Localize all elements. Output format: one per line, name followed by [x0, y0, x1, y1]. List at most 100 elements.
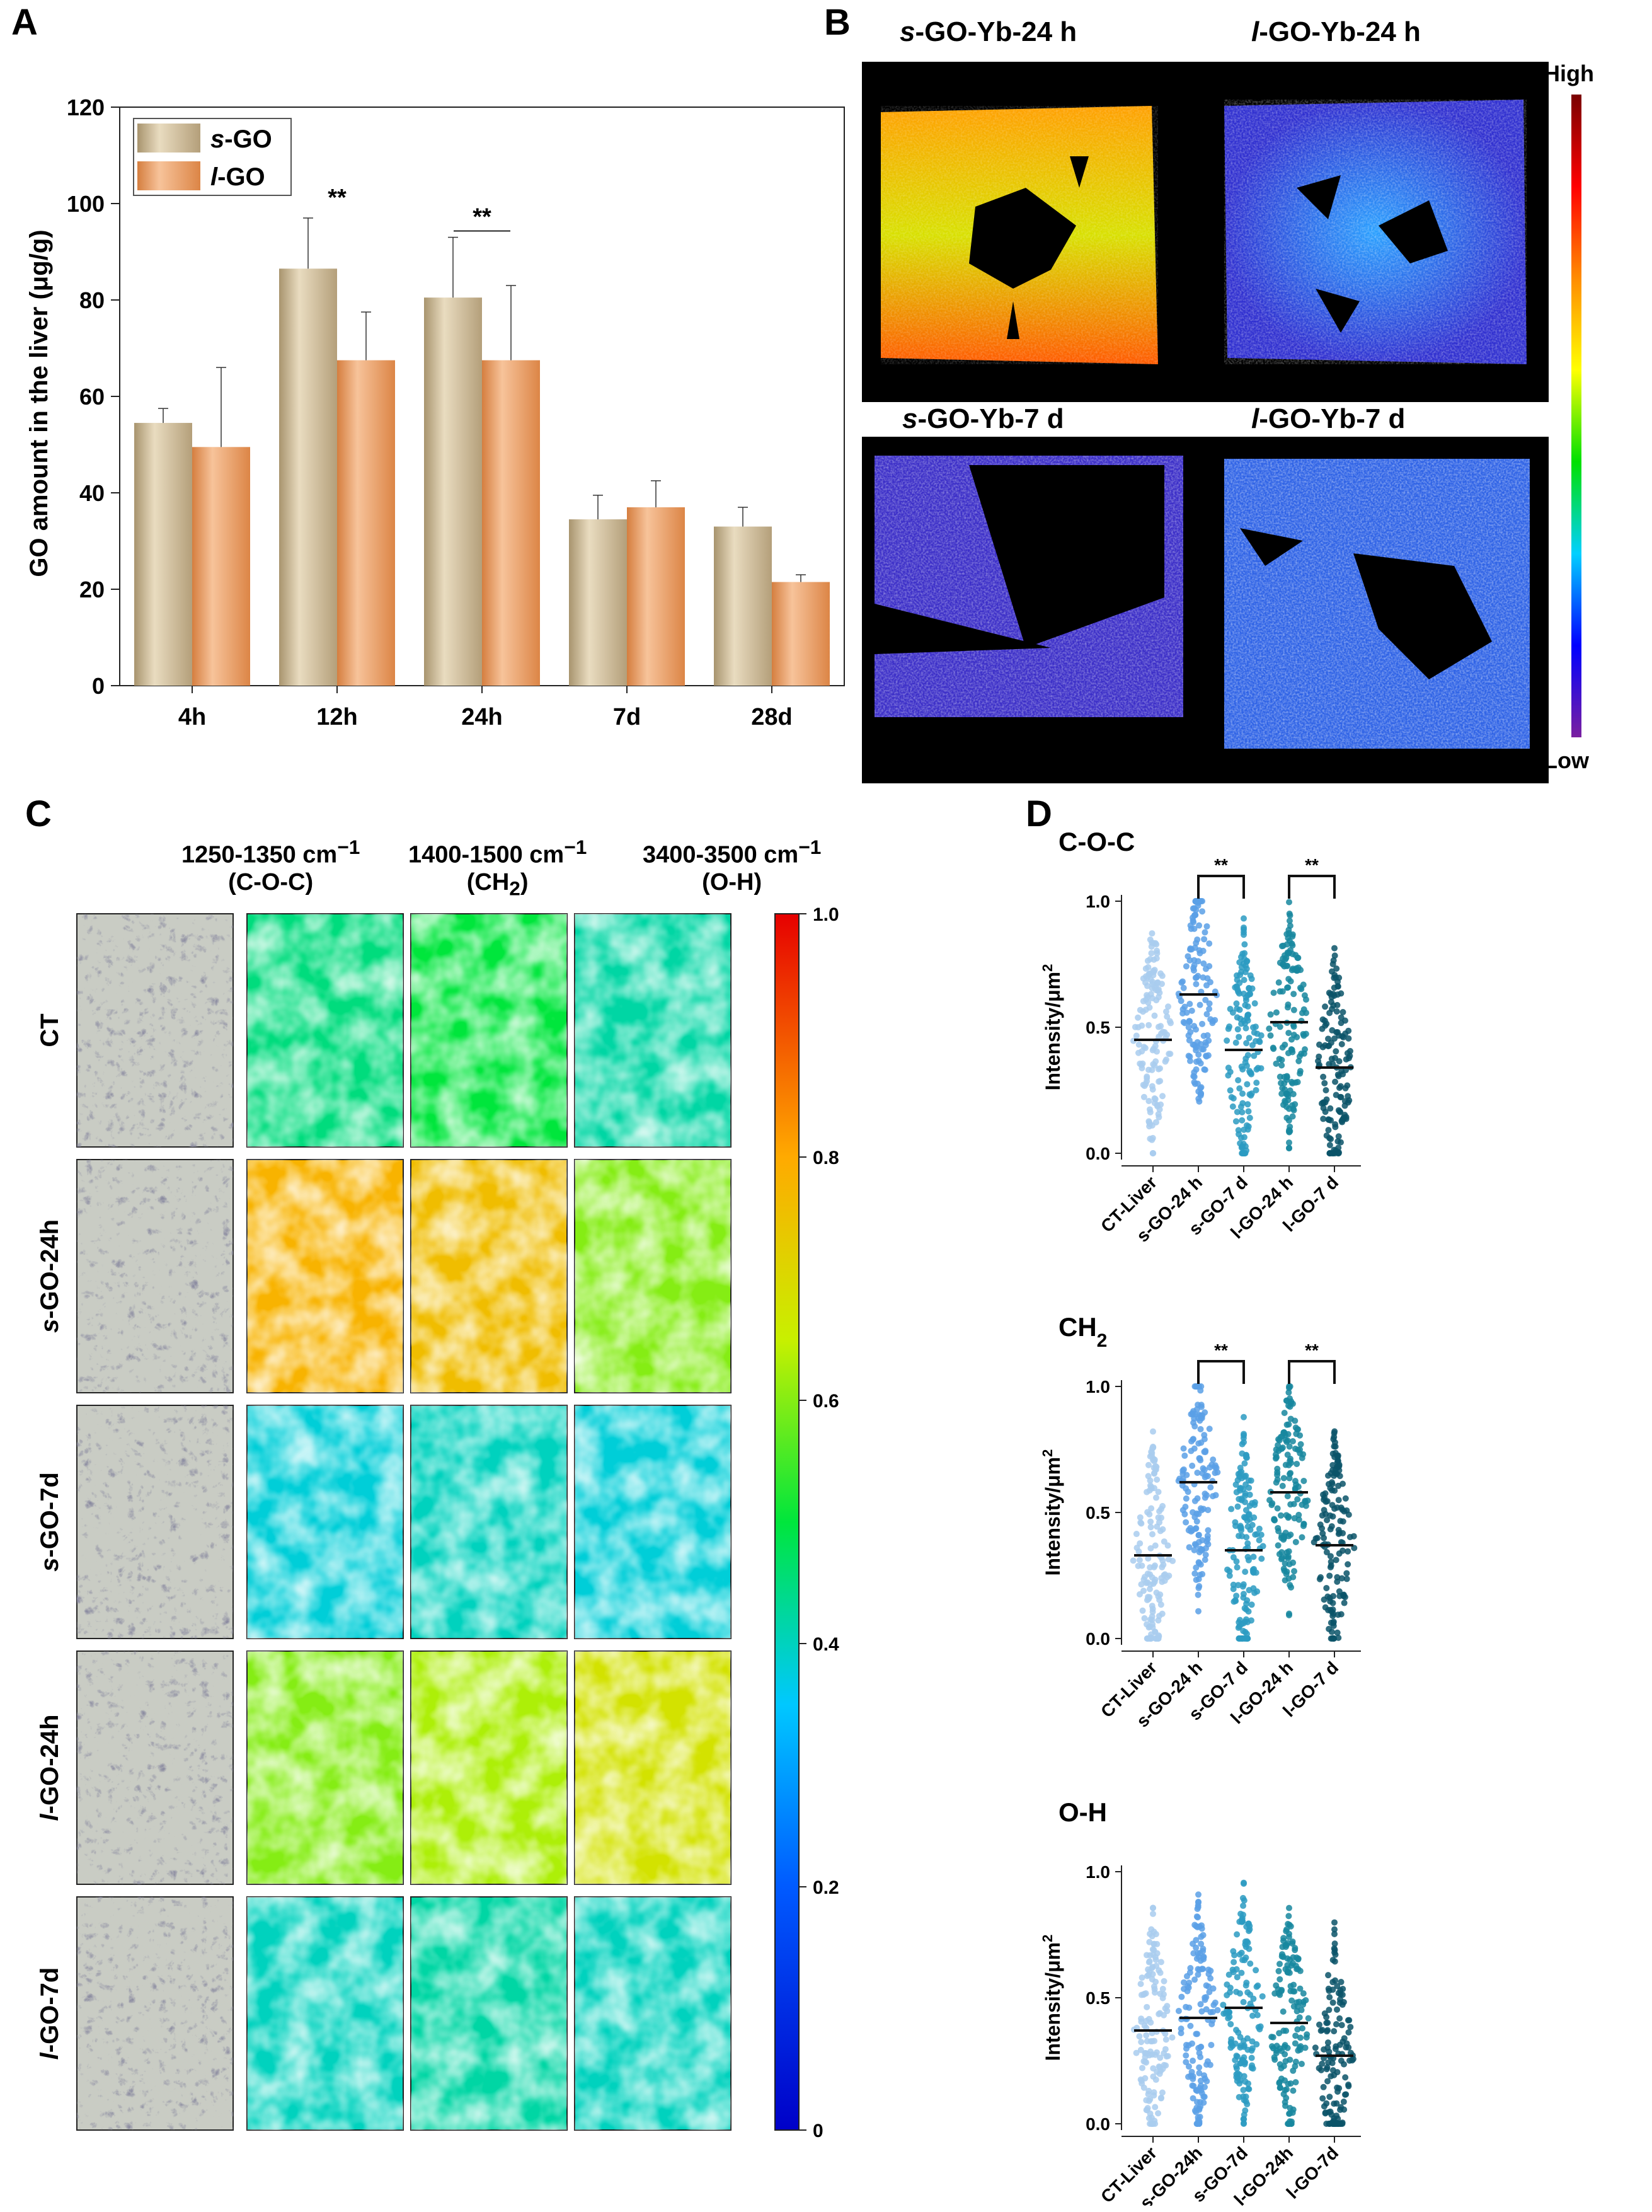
- d-point: [1338, 1014, 1345, 1021]
- d-point: [1273, 2049, 1280, 2056]
- d-point: [1322, 1003, 1329, 1010]
- d-point: [1333, 1008, 1340, 1015]
- d-point: [1237, 1103, 1244, 1110]
- d-point: [1130, 1557, 1137, 1564]
- d-point: [1331, 2028, 1338, 2035]
- d-point: [1179, 1010, 1186, 1017]
- d-point: [1274, 1505, 1281, 1512]
- d-point: [1273, 1982, 1280, 1989]
- d-point: [1283, 1439, 1290, 1446]
- d-point: [1188, 946, 1195, 953]
- d-point: [1193, 1937, 1200, 1944]
- d-point: [1193, 1913, 1200, 1920]
- d-point: [1331, 1434, 1338, 1441]
- d-point: [1328, 1608, 1335, 1615]
- d-point: [1238, 1524, 1245, 1531]
- b-colorbar-high: High: [1544, 60, 1594, 86]
- d-point: [1284, 1451, 1291, 1458]
- d-point: [1241, 976, 1248, 983]
- d-point: [1314, 1535, 1321, 1541]
- d-point: [1235, 2029, 1242, 2036]
- d-point: [1297, 1068, 1304, 1074]
- d-point: [1333, 2021, 1339, 2028]
- d-point: [1238, 1495, 1245, 1502]
- d-point: [1289, 1938, 1296, 1945]
- d-point: [1236, 2080, 1243, 2087]
- d-point: [1345, 1548, 1351, 1555]
- a-legend: s-GO l-GO: [133, 118, 292, 196]
- d-point: [1186, 1037, 1193, 1044]
- d-point: [1145, 1959, 1152, 1966]
- d-point: [1142, 2053, 1149, 2060]
- d-point: [1345, 2029, 1352, 2036]
- d-point: [1149, 1616, 1156, 1623]
- d-point: [1145, 1473, 1152, 1480]
- d-point: [1290, 2106, 1297, 2113]
- d-point: [1143, 2059, 1150, 2066]
- d-point: [1239, 1533, 1246, 1540]
- d-point: [1164, 2003, 1171, 2010]
- d-point: [1331, 2100, 1338, 2107]
- d-point: [1300, 1990, 1307, 1997]
- d-point: [1146, 1938, 1153, 1945]
- d-point: [1149, 994, 1156, 1001]
- d-point: [1329, 1461, 1336, 1468]
- d-point: [1279, 1085, 1286, 1092]
- d-point: [1180, 984, 1187, 991]
- d-point: [1343, 1575, 1350, 1582]
- d-point: [1325, 1481, 1332, 1488]
- d-point: [1278, 1056, 1285, 1063]
- d-point: [1230, 1095, 1237, 1102]
- d-point: [1152, 2104, 1159, 2111]
- d-point: [1151, 1989, 1158, 1996]
- d-point: [1149, 930, 1156, 937]
- d-point: [1225, 2015, 1232, 2022]
- d-point: [1191, 1976, 1198, 1983]
- d-point: [1208, 2041, 1215, 2048]
- d-point: [1286, 899, 1292, 906]
- b-image-l-go-24h: [1224, 100, 1527, 364]
- d-point: [1256, 1525, 1263, 1532]
- c-heatmap-hotspots: [575, 1160, 731, 1393]
- d-point: [1239, 2057, 1246, 2064]
- d-point: [1144, 1073, 1150, 1080]
- d-point: [1293, 1431, 1300, 1437]
- d-point: [1338, 1040, 1345, 1047]
- d-point: [1236, 1006, 1243, 1013]
- d-point: [1225, 1064, 1232, 1071]
- d-point: [1333, 1092, 1339, 1098]
- d-point: [1145, 1098, 1152, 1105]
- d-point: [1154, 1476, 1161, 1483]
- d-point: [1283, 1549, 1290, 1556]
- b-title-3: s-GO-Yb-7 d: [902, 403, 1064, 434]
- c-row-label: s-GO-24h: [36, 1219, 64, 1333]
- panel-c-heatmaps: CT s-GO-24h s-GO-7d l-GO-24h l-GO-7d 0 0.2 0.4 0…: [36, 904, 839, 2141]
- d-point: [1241, 2121, 1247, 2127]
- d-point: [1250, 1553, 1257, 1560]
- d-point: [1294, 1496, 1301, 1503]
- d-point: [1236, 1623, 1243, 1630]
- c-heatmap-hotspots: [411, 914, 567, 1147]
- d-point: [1253, 1967, 1259, 1974]
- d-point: [1282, 1098, 1288, 1105]
- d-point: [1249, 2012, 1256, 2019]
- d-point: [1140, 975, 1147, 982]
- d-point: [1339, 1529, 1346, 1536]
- d-point: [1148, 2114, 1155, 2121]
- d-point: [1342, 1085, 1349, 1092]
- d-point: [1152, 1096, 1159, 1103]
- d-point: [1326, 1061, 1333, 1068]
- d-point: [1143, 2097, 1150, 2104]
- d-point: [1350, 1533, 1357, 1540]
- d-point: [1192, 974, 1199, 981]
- d-point: [1281, 1409, 1288, 1416]
- d-point: [1334, 1470, 1341, 1477]
- d-point: [1157, 2067, 1164, 2074]
- d-point: [1220, 2002, 1227, 2008]
- d-point: [1331, 1930, 1338, 1937]
- panel-label-a: A: [11, 2, 38, 43]
- d-point: [1197, 1426, 1204, 1432]
- d-point: [1236, 1131, 1242, 1138]
- d-point: [1239, 1450, 1246, 1457]
- d-point: [1183, 1495, 1190, 1502]
